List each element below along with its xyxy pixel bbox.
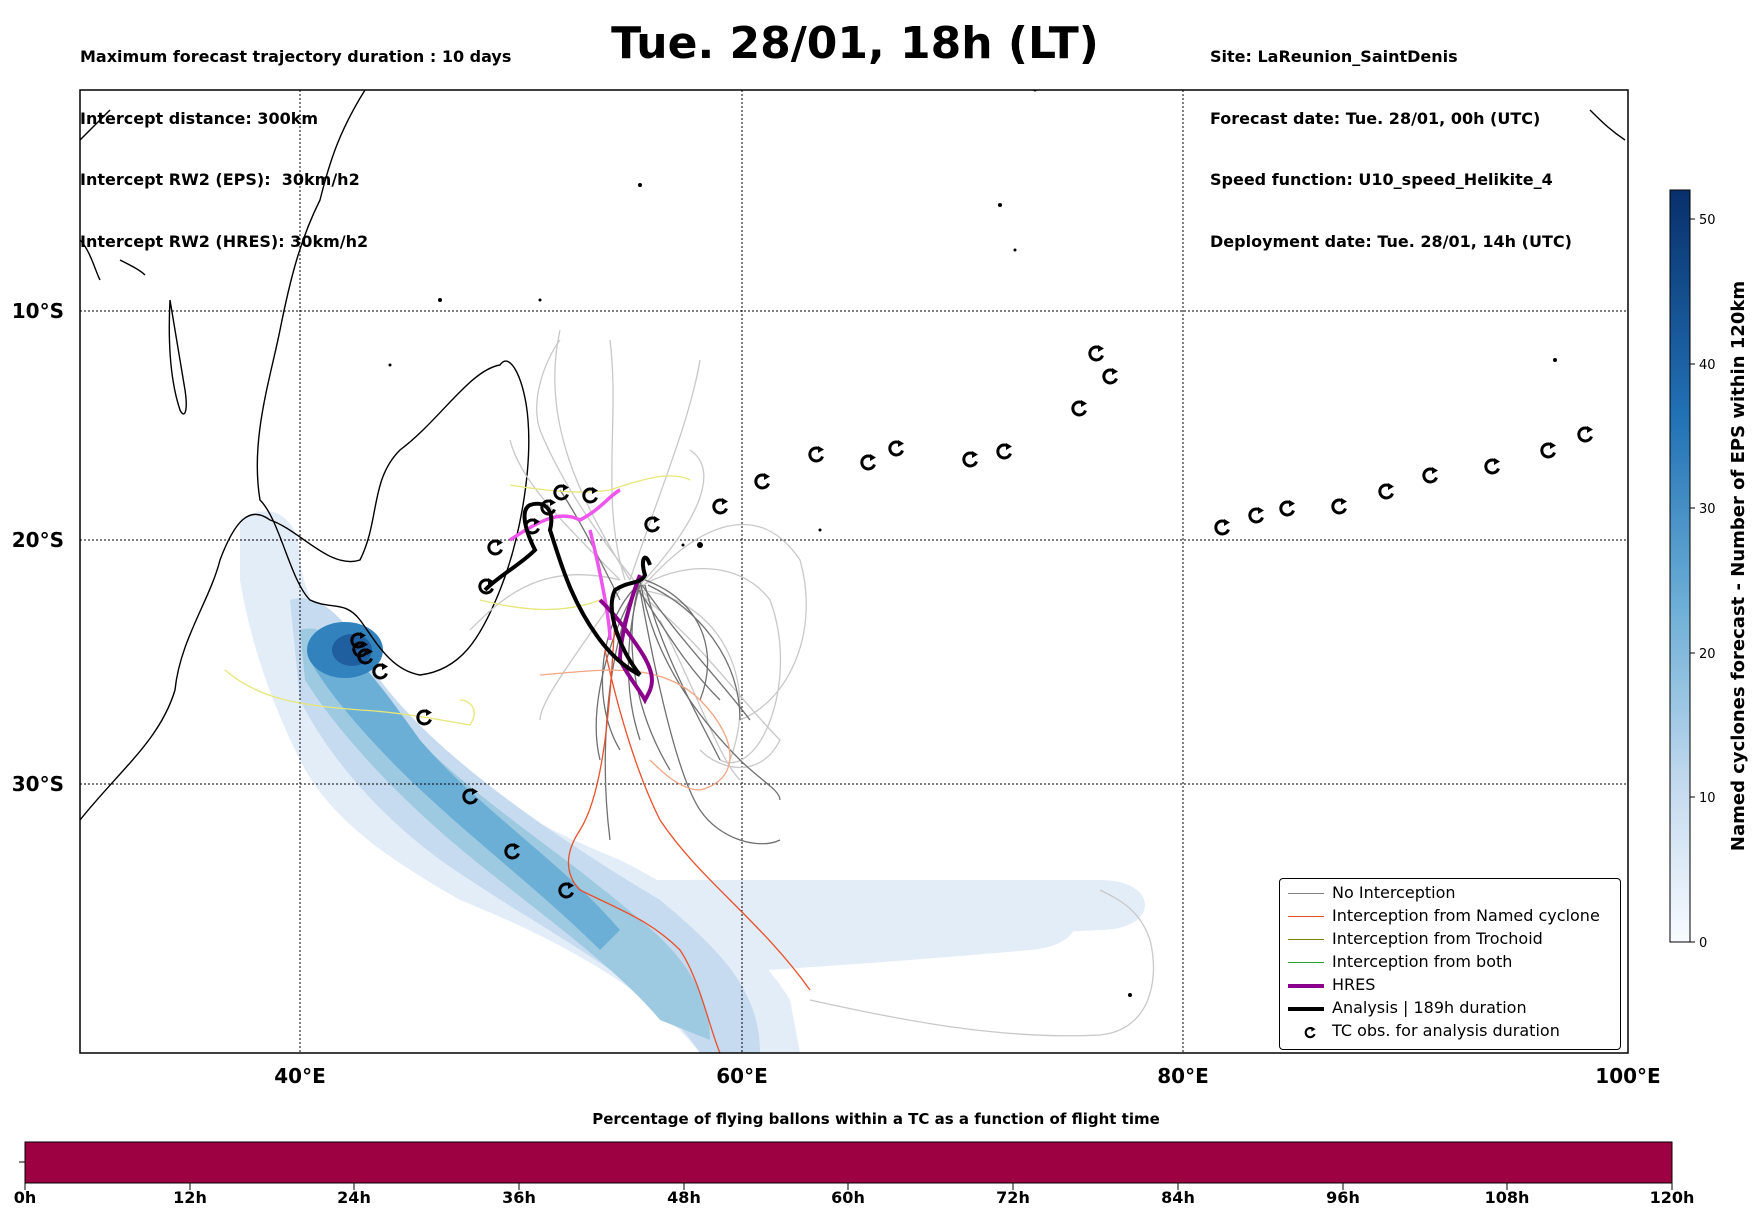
site-line: Speed function: U10_speed_Helikite_4 [1210, 170, 1553, 189]
flight-time-bar-title: Percentage of flying ballons within a TC… [592, 1110, 1160, 1128]
legend-item-hres: HRES [1280, 975, 1620, 997]
hour-tick-label: 108h [1484, 1188, 1530, 1207]
legend-line-swatch [1288, 893, 1324, 894]
cyclone-symbol-icon [1304, 1026, 1316, 1039]
analysis-track [483, 501, 652, 677]
coastlines [80, 90, 1626, 821]
cyclone-density-field [240, 511, 1145, 1053]
map-title: Tue. 28/01, 18h (LT) [611, 18, 1099, 69]
colorbar-ticks: 0 10 20 30 40 50 [1690, 213, 1716, 951]
legend-item-label: Interception from Trochoid [1332, 929, 1543, 948]
legend-item-tc-obs: TC obs. for analysis duration [1280, 1021, 1620, 1043]
named-cyclone-light-trajectories [539, 669, 731, 791]
settings-line: Intercept distance: 300km [80, 108, 319, 128]
legend-item-named-cyclone: Interception from Named cyclone [1280, 906, 1620, 928]
lon-tick-label: 80°E [1157, 1064, 1209, 1088]
settings-line: Maximum forecast trajectory duration : 1… [80, 47, 512, 66]
site-line: Deployment date: Tue. 28/01, 14h (UTC) [1210, 231, 1572, 251]
colorbar-label: Named cyclones forecast - Number of EPS … [1728, 281, 1749, 851]
colorbar-tick-label: 20 [1699, 647, 1716, 662]
lat-tick-label: 20°S [12, 528, 64, 552]
trochoid-light-trajectories [224, 475, 691, 726]
flight-time-bar [19, 1141, 1673, 1190]
map-area [80, 90, 1628, 1053]
ensemble-trajectories [224, 329, 1155, 1053]
colorbar-tick-label: 40 [1699, 358, 1716, 373]
legend-item-label: Interception from both [1332, 952, 1513, 971]
hour-tick-label: 24h [337, 1188, 371, 1207]
settings-line: Intercept RW2 (EPS): 30km/h2 [80, 170, 360, 189]
lon-tick-label: 40°E [274, 1064, 326, 1088]
axis-labels: 40°E 60°E 80°E 100°E 10°S 20°S 30°S [12, 299, 1661, 1088]
settings-line: Intercept RW2 (HRES): 30km/h2 [80, 231, 369, 251]
site-line: Forecast date: Tue. 28/01, 00h (UTC) [1210, 108, 1541, 128]
hour-tick-label: 60h [831, 1188, 865, 1207]
early-trajectories-grey [469, 329, 1155, 1037]
flight-time-labels: 0h 12h 24h 36h 48h 60h 72h 84h 96h 108h … [0, 1188, 1752, 1208]
flight-time-bar-fill [24, 1141, 1673, 1184]
site-line: Site: LaReunion_SaintDenis [1210, 47, 1458, 66]
legend-line-swatch [1288, 939, 1324, 940]
colorbar-tick-label: 10 [1699, 791, 1716, 806]
site-info-block: Site: LaReunion_SaintDenis Forecast date… [1210, 6, 1572, 273]
hres-track [509, 488, 654, 705]
named-cyclone-interception-trajectories [567, 619, 811, 1053]
hour-tick-label: 84h [1161, 1188, 1195, 1207]
lat-tick-label: 30°S [12, 772, 64, 796]
hour-tick-label: 96h [1326, 1188, 1360, 1207]
legend-item-trochoid: Interception from Trochoid [1280, 929, 1620, 951]
legend-item-label: No Interception [1332, 883, 1456, 902]
hour-tick-label: 12h [173, 1188, 207, 1207]
legend-item-no-interception: No Interception [1280, 883, 1620, 905]
flight-time-ticks [19, 1161, 1673, 1190]
colorbar-tick-label: 0 [1699, 936, 1707, 951]
legend-line-swatch [1288, 984, 1324, 988]
legend-item-label: HRES [1332, 975, 1376, 994]
legend-item-label: Interception from Named cyclone [1332, 906, 1600, 925]
map-frame [79, 89, 1629, 1054]
legend-line-swatch [1288, 962, 1324, 963]
colorbar-tick-label: 30 [1699, 502, 1716, 517]
small-islands [388, 90, 1557, 997]
lat-tick-label: 10°S [12, 299, 64, 323]
tc-observations [350, 343, 1595, 899]
legend-item-label: Analysis | 189h duration [1332, 998, 1527, 1017]
legend-item-label: TC obs. for analysis duration [1332, 1021, 1560, 1040]
density-colorbar: 0 10 20 30 40 50 Named cyclones forecast… [1669, 189, 1749, 951]
legend-line-swatch [1288, 1007, 1324, 1011]
colorbar-tick-label: 50 [1699, 213, 1716, 228]
hour-tick-label: 72h [996, 1188, 1030, 1207]
gridlines [80, 90, 1628, 1053]
map-legend: No Interception Interception from Named … [1279, 878, 1621, 1050]
legend-item-analysis: Analysis | 189h duration [1280, 998, 1620, 1020]
legend-item-both: Interception from both [1280, 952, 1620, 974]
colorbar-gradient [1669, 189, 1691, 943]
lon-tick-label: 60°E [716, 1064, 768, 1088]
hour-tick-label: 120h [1649, 1188, 1695, 1207]
hour-tick-label: 48h [667, 1188, 701, 1207]
forecast-settings-block: Maximum forecast trajectory duration : 1… [80, 6, 511, 273]
hour-tick-label: 0h [13, 1188, 37, 1207]
lon-tick-label: 100°E [1595, 1064, 1660, 1088]
legend-line-swatch [1288, 916, 1324, 917]
hour-tick-label: 36h [502, 1188, 536, 1207]
